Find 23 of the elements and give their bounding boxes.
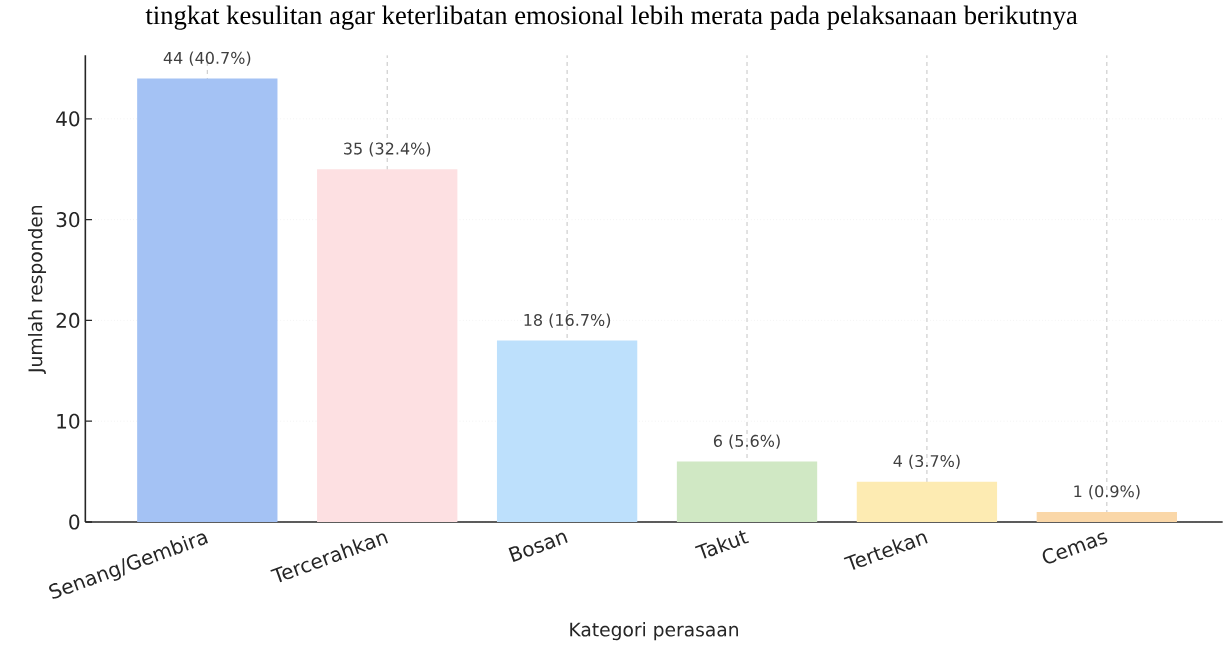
y-axis-title: Jumlah responden — [27, 205, 47, 374]
bar — [137, 78, 278, 522]
bar — [496, 340, 638, 522]
data-label: 35 (32.4%) — [344, 142, 431, 157]
x-axis-title: Kategori perasaan — [570, 622, 738, 641]
y-tick-label: 0 — [69, 514, 80, 530]
data-label: 1 (0.9%) — [1074, 484, 1140, 500]
x-tick-label: Cemas — [1042, 532, 1108, 564]
x-tick-label: Takut — [694, 530, 749, 559]
bar — [856, 481, 998, 522]
bar — [676, 461, 818, 522]
y-tick-label: 40 — [56, 111, 80, 127]
data-label: 4 (3.7%) — [893, 454, 960, 469]
y-tick-label: 30 — [56, 212, 80, 228]
y-tick-label: 10 — [57, 413, 80, 429]
bar — [317, 169, 458, 522]
text: tingkat kesulitan agar keterlibatan emosional lebih merata pada pelaksanaan berikutnya — [145, 5, 1078, 30]
data-label: 6 (5.6%) — [713, 434, 780, 449]
data-label: 44 (40.7%) — [163, 51, 251, 66]
x-tick-label: Bosan — [508, 532, 568, 563]
data-label: 18 (16.7%) — [524, 313, 611, 328]
bar — [1036, 511, 1177, 522]
y-tick-label: 20 — [56, 312, 80, 328]
